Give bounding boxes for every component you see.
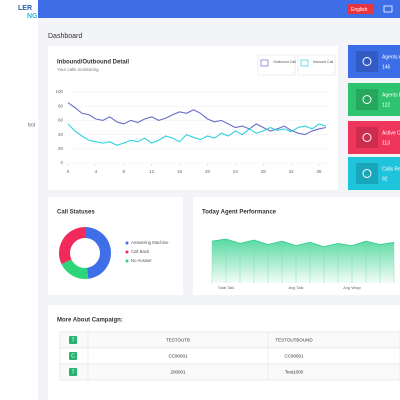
sidebar: [0, 0, 38, 400]
line-series: [67, 102, 327, 136]
stat-card[interactable]: [348, 83, 400, 116]
x-tick-label: 36: [317, 169, 323, 174]
legend-box[interactable]: [257, 54, 296, 76]
x-tick-label: 8: [123, 169, 126, 174]
top-bar: [38, 0, 400, 18]
x-tick-label: 16: [177, 169, 183, 174]
page-title: Dashboard: [48, 33, 82, 40]
x-tick-label: Avg Talk: [289, 285, 304, 290]
line-series: [67, 123, 327, 146]
row-badge[interactable]: [69, 336, 77, 344]
y-tick-label: 60: [58, 118, 64, 123]
table-row: [59, 363, 400, 381]
language-button[interactable]: [347, 4, 374, 14]
row-badge[interactable]: [69, 368, 77, 376]
table-cell: Test1000: [285, 369, 304, 374]
legend-label: Inbound Call: [313, 60, 333, 64]
language-label[interactable]: English: [351, 7, 368, 13]
stat-icon: [356, 127, 378, 148]
legend-label: Outbound Call: [273, 60, 296, 64]
area-fill: [212, 239, 394, 283]
x-tick-label: 4: [95, 169, 98, 174]
stat-value: 92: [382, 176, 388, 182]
table-row: [59, 347, 400, 365]
table-cell: CC90001: [284, 353, 304, 358]
y-tick-label: 40: [58, 132, 64, 137]
x-tick-label: 32: [289, 169, 295, 174]
badge-text: T: [71, 370, 74, 376]
legend-dot: [125, 241, 129, 245]
y-tick-label: 100: [55, 89, 63, 94]
stat-icon: [362, 169, 372, 178]
stat-value: 113: [382, 140, 390, 146]
table-cell: 200001: [170, 369, 186, 374]
y-tick-label: 20: [58, 146, 64, 151]
logo: NG: [27, 13, 38, 20]
x-tick-label: 20: [205, 169, 211, 174]
legend-box[interactable]: [297, 54, 336, 76]
stat-label: Agents A: [382, 54, 400, 60]
table-row: [59, 331, 400, 349]
stat-card[interactable]: [348, 157, 400, 190]
table-cell: TESTOUTB: [166, 337, 190, 342]
legend-label: Answering Machine: [131, 240, 169, 245]
chart-title: Call Statuses: [57, 210, 95, 216]
legend-label: Call Back: [131, 249, 150, 254]
stat-icon: [362, 133, 372, 142]
x-tick-label: 0: [67, 169, 70, 174]
logo: LER: [18, 5, 32, 12]
row-badge[interactable]: [69, 352, 77, 360]
stat-label: Active C: [382, 130, 400, 136]
chart-subtitle: Your calls monitoring: [57, 67, 99, 72]
mail-icon[interactable]: [383, 5, 393, 13]
area-line: [211, 238, 395, 248]
pie-slice: [61, 259, 89, 280]
stat-value: 146: [382, 64, 391, 70]
stat-value: 122: [382, 102, 391, 108]
stat-card[interactable]: [348, 121, 400, 154]
badge-text: C: [71, 354, 75, 360]
legend-icon: [260, 59, 269, 67]
table-title: More About Campaign:: [57, 318, 123, 324]
stat-icon: [356, 89, 378, 110]
pie-slice: [85, 227, 112, 279]
x-tick-label: Avg Wrap: [343, 285, 361, 290]
stat-icon: [356, 163, 378, 184]
y-tick-label: 0: [60, 160, 63, 165]
table-cell: TESTOUTBOUND: [275, 337, 313, 342]
legend-dot: [125, 250, 129, 254]
stat-label: Calls Re: [382, 166, 400, 172]
x-tick-label: 12: [149, 169, 155, 174]
stat-icon: [356, 51, 378, 72]
stat-icon: [362, 95, 372, 104]
badge-text: T: [71, 338, 74, 344]
stat-icon: [362, 57, 372, 66]
legend-dot: [125, 259, 129, 263]
stat-card[interactable]: [348, 45, 400, 78]
legend-label: No Answer: [131, 258, 152, 263]
chart-title: Inbound/Outbound Detail: [57, 60, 129, 66]
pie-slice: [58, 227, 85, 265]
table-cell: CC90001: [168, 353, 188, 358]
menu-item[interactable]: trol: [28, 122, 35, 128]
x-tick-label: 24: [233, 169, 239, 174]
legend-icon: [300, 59, 309, 67]
x-tick-label: 28: [261, 169, 267, 174]
chart-title: Today Agent Performance: [202, 210, 277, 216]
x-tick-label: Total Talk: [218, 285, 235, 290]
stat-label: Agents B: [382, 92, 400, 98]
y-tick-label: 80: [58, 103, 64, 108]
